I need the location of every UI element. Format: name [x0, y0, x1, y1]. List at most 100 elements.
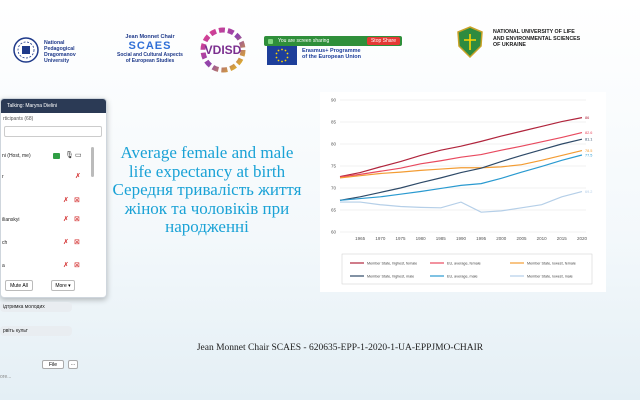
file-label: File: [48, 361, 58, 368]
series-line: [339, 117, 583, 178]
y-tick-label: 65: [331, 208, 337, 213]
life-expectancy-chart: 60 65 70 75 80 85 90 1965 1970 1975 1980 1985 1990 19…: [320, 92, 606, 292]
pedagogical-university-logo-icon: [13, 37, 39, 63]
legend-entry: Member State, lowest, male: [527, 275, 573, 279]
series-end-label: 82.6: [585, 131, 592, 135]
chat-input[interactable]: ore...: [0, 374, 12, 380]
chat-panel: ідтримка молодих рвіть культ File ··· or…: [0, 296, 88, 400]
logo1-line: Pedagogical: [44, 46, 75, 52]
video-off-icon[interactable]: ⊠: [74, 197, 80, 204]
mic-muted-icon[interactable]: ✗: [63, 262, 69, 269]
legend-entry: Member State, highest, female: [367, 262, 417, 266]
participant-name: ilianskyi: [2, 217, 20, 223]
video-off-icon[interactable]: ⊠: [74, 216, 80, 223]
x-tick-label: 2020: [577, 236, 588, 241]
series-end-label: 86: [585, 116, 589, 120]
nules-line: OF UKRAINE: [493, 42, 526, 48]
legend-entry: EU, average, female: [447, 262, 481, 266]
title-line: народженні: [165, 217, 249, 236]
series-end-label: 77.5: [585, 154, 592, 158]
stop-share-button[interactable]: Stop Share: [366, 37, 400, 45]
series-end-label: 81.1: [585, 138, 592, 142]
x-tick-label: 1985: [436, 236, 447, 241]
y-tick-label: 85: [331, 120, 337, 125]
x-tick-label: 2015: [557, 236, 568, 241]
mic-on-icon[interactable]: 🎙: [65, 152, 74, 159]
y-tick-label: 70: [331, 186, 337, 191]
participant-row[interactable]: a ✗ ⊠: [1, 259, 101, 275]
share-status-text: You are screen sharing: [278, 38, 330, 44]
nules-text: NATIONAL UNIVERSITY OF LIFE AND ENVIRONM…: [493, 29, 580, 49]
vdisd-logo-icon: [200, 27, 246, 73]
series-line: [339, 150, 583, 179]
mic-muted-icon[interactable]: ✗: [63, 197, 69, 204]
mic-muted-icon[interactable]: ✗: [63, 216, 69, 223]
legend-entry: EU, average, male: [447, 275, 478, 279]
y-tick-label: 80: [331, 142, 337, 147]
participant-name: a: [2, 263, 5, 269]
participants-scrollbar[interactable]: [91, 147, 94, 177]
scaes-acronym: SCAES: [128, 40, 172, 52]
x-tick-label: 1990: [456, 236, 467, 241]
file-button[interactable]: File: [42, 360, 64, 369]
share-indicator-icon: [268, 38, 273, 44]
nules-coat-of-arms-icon: [457, 26, 483, 59]
y-tick-label: 60: [331, 230, 337, 235]
participant-name: ni (Host, me): [2, 153, 31, 159]
eu-flag-icon: [267, 46, 297, 65]
participant-name: ch: [2, 240, 8, 246]
participant-search-input[interactable]: [4, 126, 102, 137]
erasmus-line: Erasmus+ Programme: [302, 48, 361, 54]
video-off-icon[interactable]: ▭: [75, 152, 82, 159]
x-tick-label: 1970: [375, 236, 386, 241]
scaes-chair: Jean Monnet Chair: [125, 34, 175, 40]
scaes-sub: of European Studies: [125, 58, 175, 64]
participant-row[interactable]: ✗ ⊠: [1, 194, 101, 210]
video-off-icon[interactable]: ⊠: [74, 262, 80, 269]
chevron-down-icon: ▾: [66, 282, 71, 289]
participants-panel: Talking: Maryna Dielini rticipants (68) …: [0, 98, 107, 298]
more-label: More: [55, 282, 67, 289]
nules-line: NATIONAL UNIVERSITY OF LIFE: [493, 29, 575, 35]
series-line: [340, 190, 583, 213]
video-off-icon[interactable]: ⊠: [74, 239, 80, 246]
series-line: [339, 138, 583, 201]
scaes-logo: Jean Monnet Chair SCAES Social and Cultu…: [108, 34, 192, 64]
participants-count: rticipants (68): [3, 116, 34, 122]
legend-box: [341, 253, 593, 285]
slide-title: Average female and male life expectancy …: [96, 143, 318, 237]
series-end-label: 69.2: [585, 190, 592, 194]
y-tick-label: 90: [331, 98, 337, 103]
mic-muted-icon[interactable]: ✗: [63, 239, 69, 246]
participant-row[interactable]: r ✗: [1, 170, 101, 186]
legend-entry: Member State, lowest, female: [527, 262, 576, 266]
chat-message: рвіть культ: [0, 326, 72, 336]
x-tick-label: 1965: [355, 236, 366, 241]
mic-muted-icon[interactable]: ✗: [75, 173, 81, 180]
x-tick-label: 2005: [516, 236, 527, 241]
legend-entry: Member State, highest, male: [367, 275, 414, 279]
participant-row[interactable]: ni (Host, me) 🎙 ▭: [1, 149, 101, 165]
participant-row[interactable]: ch ✗ ⊠: [1, 236, 101, 252]
title-line: life expectancy at birth: [128, 161, 286, 181]
participant-name: r: [2, 174, 4, 180]
x-tick-label: 2000: [496, 236, 507, 241]
x-tick-label: 1980: [416, 236, 427, 241]
chat-more-button[interactable]: ···: [68, 360, 78, 369]
title-line: Середня тривалість життя: [112, 180, 302, 199]
more-button[interactable]: More ▾: [51, 280, 75, 291]
screen-share-bar[interactable]: You are screen sharing Stop Share: [264, 36, 402, 46]
x-tick-label: 2010: [537, 236, 548, 241]
participant-row[interactable]: ilianskyi ✗ ⊠: [1, 213, 101, 229]
share-icon: [53, 153, 60, 159]
logo1-line: Dragomanov: [44, 52, 76, 58]
scaes-sub: Social and Cultural Aspects: [117, 52, 183, 58]
logo1-line: National: [44, 40, 65, 46]
title-line: Average female and male: [120, 143, 294, 162]
series-line: [339, 154, 583, 201]
series-line: [339, 131, 583, 178]
mute-all-button[interactable]: Mute All: [5, 280, 33, 291]
vdisd-text: VDISD: [204, 43, 242, 57]
chat-message: ідтримка молодих: [0, 302, 72, 312]
logo1-text: National Pedagogical Dragomanov Universi…: [44, 40, 76, 64]
